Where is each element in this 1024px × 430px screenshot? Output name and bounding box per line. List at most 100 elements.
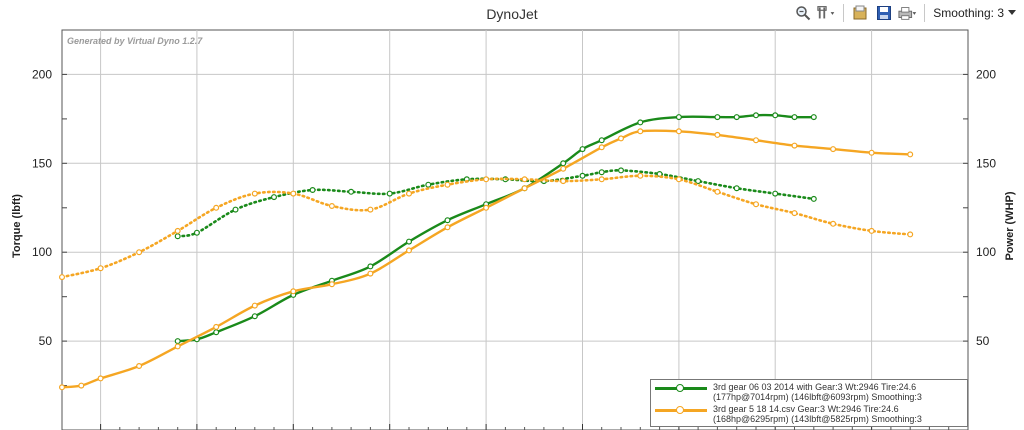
data-point-torque (213, 204, 220, 211)
data-point-torque (791, 210, 798, 217)
data-point-torque (579, 172, 586, 179)
axis-ticks: 50 50 100 100 150 150 200 200 (32, 67, 996, 430)
y-tick-label-left: 100 (32, 245, 52, 259)
data-point-power (328, 281, 335, 288)
zoom-icon[interactable] (793, 4, 813, 22)
series-4-torque (58, 172, 914, 281)
data-point-torque (733, 185, 740, 192)
data-point-torque (406, 190, 413, 197)
data-point-power (791, 142, 798, 149)
data-point-power (637, 119, 644, 126)
data-point-power (772, 112, 779, 119)
data-point-torque (251, 190, 258, 197)
legend-text-line: (168hp@6295rpm) (143lbft@5825rpm) Smooth… (713, 414, 922, 424)
data-point-torque (772, 190, 779, 197)
data-point-torque (830, 220, 837, 227)
data-point-torque (97, 265, 104, 272)
data-point-power (483, 204, 490, 211)
data-point-power (213, 323, 220, 330)
legend-entry: 3rd gear 5 18 14.csv Gear:3 Wt:2946 Tire… (651, 404, 967, 426)
chevron-down-icon (1008, 10, 1016, 15)
data-point-power (830, 146, 837, 153)
data-point-power (733, 114, 740, 121)
data-point-torque (348, 188, 355, 195)
data-point-torque (907, 231, 914, 238)
data-series (58, 112, 914, 391)
data-point-power (406, 247, 413, 254)
data-point-power (174, 343, 181, 350)
data-point-power (560, 160, 567, 167)
data-point-torque (695, 178, 702, 185)
data-point-torque (560, 178, 567, 185)
open-icon[interactable] (850, 4, 870, 22)
toolbar: Smoothing: 3 (793, 2, 1018, 24)
data-point-power (598, 137, 605, 144)
data-point-torque (174, 233, 181, 240)
data-point-power (290, 288, 297, 295)
toolbar-separator (843, 4, 845, 22)
data-point-power (251, 313, 258, 320)
toolbar-separator (924, 4, 926, 22)
data-point-power (810, 114, 817, 121)
data-point-torque (367, 206, 374, 213)
data-point-power (791, 114, 798, 121)
data-point-power (367, 263, 374, 270)
data-point-torque (444, 181, 451, 188)
data-point-torque (386, 190, 393, 197)
data-point-torque (58, 274, 65, 281)
watermark-text: Generated by Virtual Dyno 1.2.7 (67, 36, 203, 46)
grid-lines (62, 30, 968, 430)
legend-text-line: (177hp@7014rpm) (146lbft@6093rpm) Smooth… (713, 392, 922, 402)
data-point-torque (810, 195, 817, 202)
print-icon[interactable] (898, 4, 918, 22)
data-point-torque (714, 188, 721, 195)
y-axis-left-title: Torque (lbft) (11, 194, 23, 258)
data-point-torque (425, 181, 432, 188)
data-point-power (675, 114, 682, 121)
data-point-torque (675, 176, 682, 183)
data-point-power (174, 338, 181, 345)
y-axis-right-title: Power (WHP) (1004, 191, 1016, 260)
data-point-power (213, 329, 220, 336)
data-point-torque (521, 176, 528, 183)
data-point-power (367, 270, 374, 277)
data-point-torque (483, 176, 490, 183)
data-point-torque (637, 172, 644, 179)
tools-icon[interactable] (817, 4, 837, 22)
legend-text-line: 3rd gear 06 03 2014 with Gear:3 Wt:2946 … (713, 382, 917, 392)
data-point-power (251, 302, 258, 309)
data-point-torque (598, 169, 605, 176)
data-point-torque (174, 227, 181, 234)
data-point-power (675, 128, 682, 135)
data-point-power (78, 382, 85, 389)
data-point-power (868, 149, 875, 156)
legend: 3rd gear 06 03 2014 with Gear:3 Wt:2946 … (650, 379, 968, 427)
y-tick-label-left: 150 (32, 156, 52, 170)
series-3-power (58, 128, 914, 391)
save-icon[interactable] (874, 4, 894, 22)
data-point-power (521, 185, 528, 192)
legend-entry: 3rd gear 06 03 2014 with Gear:3 Wt:2946 … (651, 382, 967, 404)
data-point-torque (290, 190, 297, 197)
data-point-power (560, 165, 567, 172)
legend-marker (676, 406, 684, 414)
data-point-torque (328, 203, 335, 210)
data-point-power (714, 114, 721, 121)
data-point-torque (868, 227, 875, 234)
y-tick-label-right: 200 (976, 67, 996, 81)
data-point-power (752, 137, 759, 144)
data-point-torque (752, 201, 759, 208)
legend-text-line: 3rd gear 5 18 14.csv Gear:3 Wt:2946 Tire… (713, 404, 899, 414)
y-tick-label-left: 200 (32, 67, 52, 81)
series-line-power (176, 113, 815, 343)
data-point-power (637, 128, 644, 135)
smoothing-dropdown[interactable]: Smoothing: 3 (931, 6, 1018, 20)
data-point-torque (193, 229, 200, 236)
data-point-torque (309, 187, 316, 194)
data-point-power (579, 146, 586, 153)
smoothing-label: Smoothing: 3 (933, 6, 1004, 20)
plot-area (61, 29, 969, 430)
y-tick-label-left: 50 (39, 334, 53, 348)
data-point-power (752, 112, 759, 119)
chart-title: DynoJet (486, 6, 538, 22)
